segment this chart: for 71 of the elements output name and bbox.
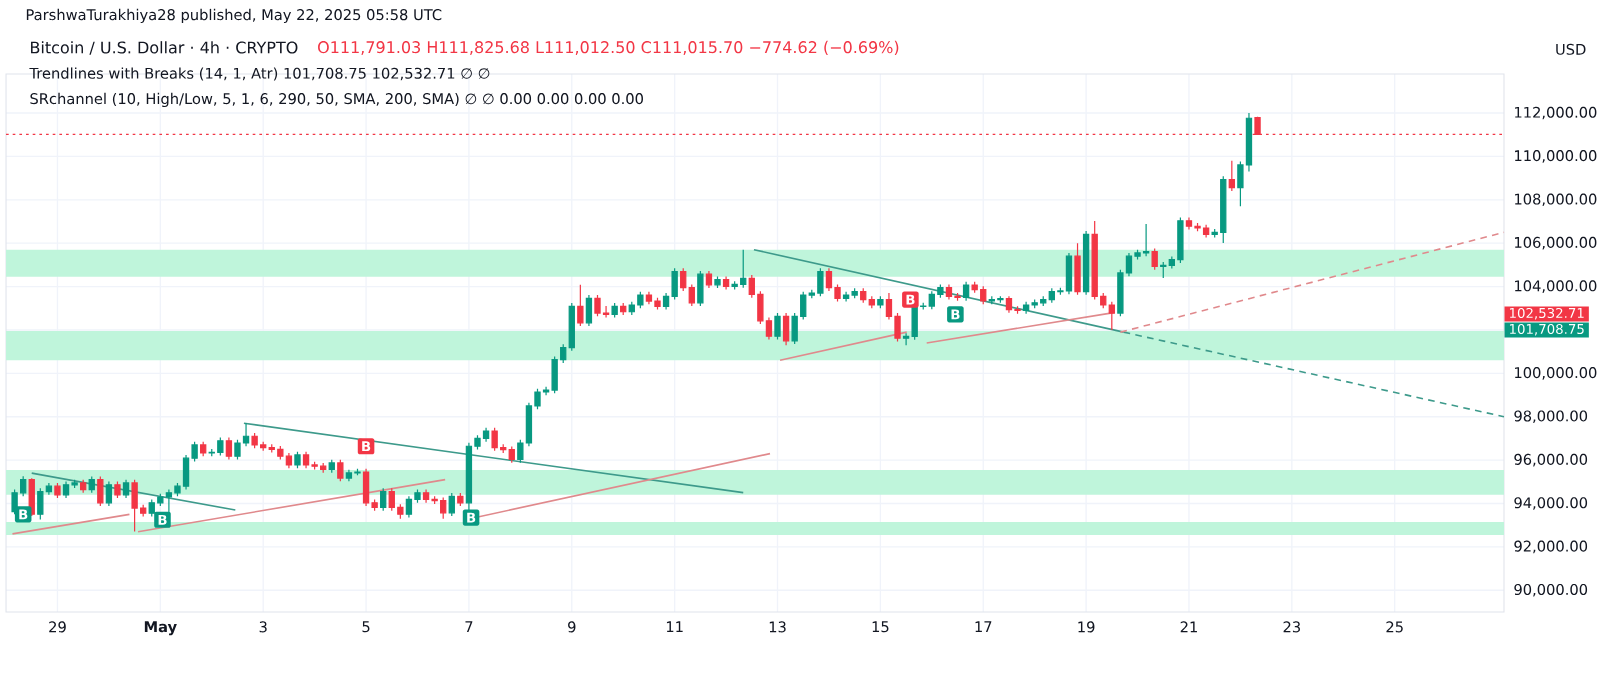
candlestick [97,475,104,507]
candlestick [122,479,130,499]
candlestick [405,495,413,518]
candlestick [782,312,790,346]
candlestick [1142,223,1150,257]
candlestick [954,292,961,302]
candlestick [868,295,875,309]
candlestick [294,451,301,469]
candlestick [1160,261,1167,279]
candlestick [1194,222,1201,232]
candlestick [585,294,593,327]
candlestick [80,479,87,494]
candlestick [654,297,661,311]
candlestick [842,291,850,303]
candlestick [911,302,918,341]
candlestick [482,427,490,443]
candlestick [225,436,233,461]
candlestick [508,445,515,464]
candlestick [1031,298,1038,309]
candlestick [997,295,1004,304]
candlestick [200,441,207,457]
candlestick [1065,252,1073,295]
candlestick [105,480,113,507]
candlestick [645,291,653,305]
candlestick [362,468,370,507]
candlestick [611,302,618,319]
candlestick [422,489,430,504]
text: O111,791.03 H111,825.68 L111,012.50 C111,015.70 −774.62 (−0.69%) [318,40,899,56]
candlestick [37,487,44,521]
candlestick [722,275,730,291]
candlestick [131,479,138,533]
candlestick [217,436,224,457]
candlestick [337,459,344,482]
candlestick [1228,160,1236,192]
candlestick [851,287,858,299]
candlestick [1151,247,1158,271]
candlestick [354,468,361,476]
candlestick [1177,217,1184,264]
candlestick [1108,301,1115,331]
candlestick [860,287,867,304]
candlestick [1185,217,1193,231]
candlestick [577,284,584,327]
candlestick [877,295,884,309]
candlestick [1022,301,1030,315]
candlestick [491,427,498,452]
candlestick [285,452,293,469]
candlestick [945,283,953,301]
candlestick [277,445,284,461]
candlestick [345,469,353,482]
candlestick [302,451,310,469]
candlestick [774,312,781,341]
candlestick [54,482,61,499]
candlestick [1074,242,1081,296]
candlestick [62,480,70,499]
chart-title: Bitcoin / U.S. Dollar · 4h · CRYPTO [31,41,298,55]
candlestick [637,291,644,309]
candlestick [1005,295,1013,314]
candlestick [594,294,601,317]
candlestick [817,267,824,297]
candlestick [714,275,721,289]
candlestick [962,281,970,302]
candlestick [457,492,464,507]
candlestick [251,432,258,449]
candlestick [88,475,95,494]
candlestick [705,270,713,289]
candlestick [1091,220,1098,301]
candlestick [328,459,335,474]
candlestick [1202,224,1210,239]
candlestick [380,487,387,512]
candlestick [114,480,121,499]
candlestick [697,270,704,307]
